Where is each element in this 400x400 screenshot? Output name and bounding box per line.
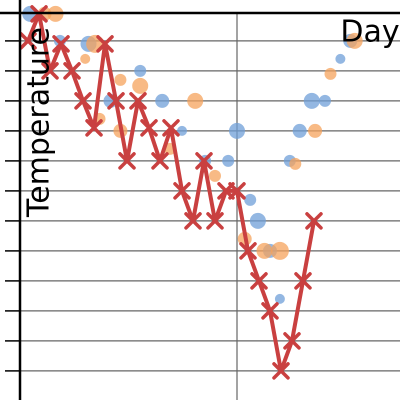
line-marker: [41, 62, 59, 80]
line-marker: [250, 272, 268, 290]
line-marker: [151, 152, 169, 170]
scatter-point: [209, 169, 222, 182]
y-axis-label: Temperature: [22, 27, 57, 218]
scatter-point: [155, 93, 170, 108]
x-axis-label: Day: [340, 15, 399, 50]
scatter-point: [229, 122, 246, 139]
scatter-point: [222, 154, 235, 167]
line-marker: [96, 35, 114, 53]
scatter-point: [80, 53, 91, 64]
scatter-point: [270, 241, 289, 260]
line-marker: [52, 35, 70, 53]
scatter-point: [132, 77, 149, 94]
line-marker: [283, 332, 301, 350]
grid: [5, 13, 400, 400]
scatter-point: [318, 94, 331, 107]
line-marker: [140, 119, 158, 137]
line-marker: [239, 242, 257, 260]
line-marker: [195, 152, 213, 170]
line-marker: [118, 152, 136, 170]
scatter-point: [292, 123, 307, 138]
line-marker: [19, 32, 37, 50]
scatter-point: [324, 67, 337, 80]
line-marker: [85, 119, 103, 137]
scatter-point: [303, 92, 320, 109]
scatter-point: [244, 193, 257, 206]
line-marker: [228, 182, 246, 200]
scatter-point: [114, 73, 127, 86]
line-marker: [107, 92, 125, 110]
scatter-point: [86, 34, 105, 53]
scatter-point: [274, 293, 285, 304]
scatter-point: [187, 92, 204, 109]
scatter-point: [256, 242, 273, 259]
scatter-point: [335, 53, 346, 64]
line-marker: [305, 212, 323, 230]
line-marker: [272, 362, 290, 380]
scatter-point: [346, 32, 363, 49]
line-marker: [129, 92, 147, 110]
scatter-point: [289, 157, 302, 170]
scatter-point: [249, 212, 266, 229]
line-marker: [173, 182, 191, 200]
line-marker: [63, 62, 81, 80]
scatter-point: [177, 125, 188, 136]
line-marker: [184, 212, 202, 230]
scatter-point: [134, 64, 147, 77]
marks: [19, 5, 363, 380]
line-marker: [261, 302, 279, 320]
line-marker: [162, 119, 180, 137]
line-marker: [206, 212, 224, 230]
line-marker: [74, 92, 92, 110]
line-marker: [294, 272, 312, 290]
scatter-point: [308, 123, 323, 138]
